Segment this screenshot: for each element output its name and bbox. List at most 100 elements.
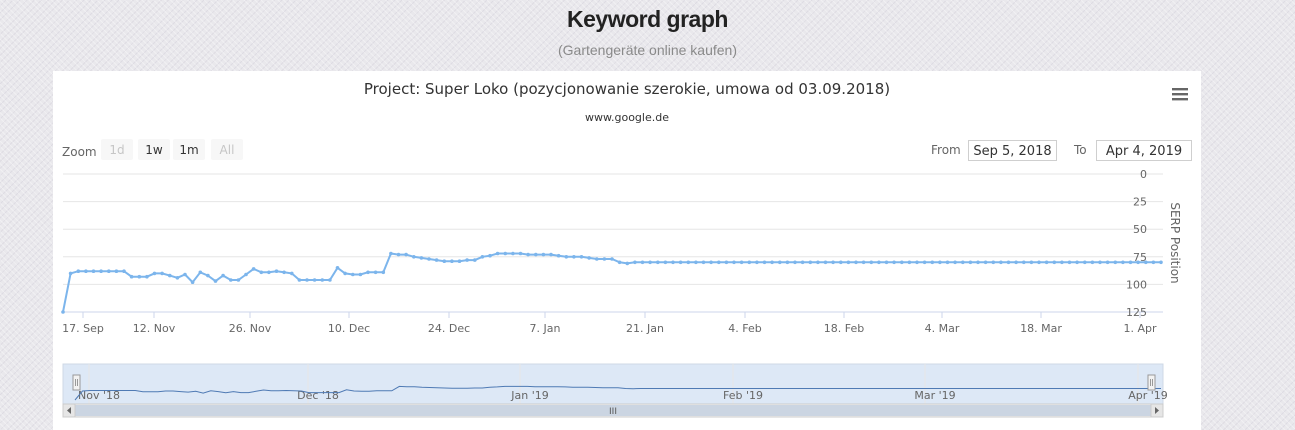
data-point[interactable] [244, 272, 248, 277]
data-point[interactable] [869, 260, 874, 265]
data-point[interactable] [267, 270, 271, 275]
data-point[interactable] [229, 278, 233, 282]
data-point[interactable] [312, 278, 317, 282]
data-point[interactable] [648, 260, 652, 265]
data-point[interactable] [1029, 260, 1034, 265]
data-point[interactable] [137, 274, 142, 279]
data-point[interactable] [579, 255, 584, 259]
data-point[interactable] [739, 260, 744, 265]
data-point[interactable] [129, 274, 134, 279]
data-point[interactable] [724, 260, 729, 265]
zoom-button-1m[interactable]: 1m [173, 139, 205, 160]
data-point[interactable] [152, 271, 157, 276]
data-point[interactable] [602, 257, 607, 261]
data-point[interactable] [922, 260, 927, 265]
data-point[interactable] [839, 260, 843, 265]
data-point[interactable] [480, 255, 485, 259]
data-point[interactable] [358, 272, 363, 277]
data-point[interactable] [160, 271, 164, 276]
navigator[interactable]: Nov '18 Dec '18 Jan '19 Feb '19 Mar '19 Apr '… [62, 363, 1168, 418]
data-point[interactable] [663, 260, 668, 265]
data-point[interactable] [534, 252, 538, 257]
data-point[interactable] [221, 273, 225, 278]
data-point[interactable] [770, 260, 774, 265]
data-point[interactable] [640, 260, 645, 265]
data-point[interactable] [122, 269, 126, 273]
data-point[interactable] [1090, 260, 1095, 265]
data-point[interactable] [831, 260, 835, 265]
data-point[interactable] [1128, 260, 1133, 265]
data-point[interactable] [434, 258, 439, 262]
data-point[interactable] [945, 260, 950, 265]
navigator-mask[interactable] [63, 364, 1163, 404]
data-point[interactable] [1098, 260, 1102, 265]
data-point[interactable] [1159, 260, 1163, 265]
data-point[interactable] [1121, 260, 1125, 265]
data-point[interactable] [717, 260, 721, 265]
data-point[interactable] [610, 257, 614, 261]
data-point[interactable] [1022, 260, 1026, 265]
data-point[interactable] [999, 260, 1003, 265]
data-point[interactable] [290, 271, 294, 276]
data-point[interactable] [617, 260, 622, 265]
data-point[interactable] [778, 260, 782, 265]
data-point[interactable] [526, 252, 530, 257]
data-point[interactable] [511, 251, 515, 256]
scrollbar-thumb[interactable] [75, 405, 1151, 416]
data-point[interactable] [1144, 260, 1148, 265]
navigator-handle-right[interactable] [1147, 374, 1156, 391]
data-point[interactable] [442, 259, 447, 263]
data-point[interactable] [183, 272, 187, 277]
data-point[interactable] [114, 269, 119, 273]
data-point[interactable] [61, 310, 65, 314]
data-point[interactable] [1105, 260, 1110, 265]
data-point[interactable] [1014, 260, 1018, 265]
data-point[interactable] [213, 279, 218, 283]
data-point[interactable] [976, 260, 980, 265]
data-point[interactable] [793, 260, 797, 265]
data-point[interactable] [206, 273, 210, 278]
data-point[interactable] [1006, 260, 1011, 265]
data-point[interactable] [694, 260, 698, 265]
data-point[interactable] [168, 273, 172, 278]
data-point[interactable] [755, 260, 759, 265]
data-point[interactable] [541, 252, 546, 257]
data-point[interactable] [1136, 260, 1140, 265]
data-point[interactable] [389, 251, 393, 256]
data-point[interactable] [633, 260, 637, 265]
data-point[interactable] [762, 260, 767, 265]
data-point[interactable] [800, 260, 805, 265]
navigator-scrollbar[interactable]: III [62, 403, 1164, 418]
chart-menu-icon[interactable] [1171, 86, 1189, 104]
data-point[interactable] [343, 271, 347, 276]
data-point[interactable] [854, 260, 858, 265]
data-point[interactable] [419, 256, 424, 260]
data-point[interactable] [465, 258, 469, 262]
data-point[interactable] [495, 251, 500, 256]
data-point[interactable] [274, 269, 279, 273]
data-point[interactable] [900, 260, 904, 265]
data-point[interactable] [877, 260, 881, 265]
data-point[interactable] [1060, 260, 1064, 265]
data-point[interactable] [251, 267, 256, 271]
data-point[interactable] [503, 251, 508, 256]
data-point[interactable] [953, 260, 957, 265]
data-point[interactable] [884, 260, 889, 265]
data-point[interactable] [968, 260, 973, 265]
data-point[interactable] [930, 260, 935, 265]
data-point[interactable] [91, 269, 96, 273]
data-point[interactable] [190, 280, 195, 284]
data-point[interactable] [625, 261, 630, 266]
data-point[interactable] [107, 269, 111, 273]
data-point[interactable] [412, 255, 416, 259]
data-point[interactable] [892, 260, 896, 265]
data-point[interactable] [335, 266, 340, 270]
navigator-handle-left[interactable] [72, 374, 81, 391]
data-point[interactable] [701, 260, 706, 265]
data-point[interactable] [846, 260, 851, 265]
data-point[interactable] [99, 269, 103, 273]
data-point[interactable] [320, 278, 325, 282]
from-date-input[interactable]: Sep 5, 2018 [968, 140, 1057, 161]
data-point[interactable] [915, 260, 919, 265]
data-point[interactable] [396, 252, 401, 257]
